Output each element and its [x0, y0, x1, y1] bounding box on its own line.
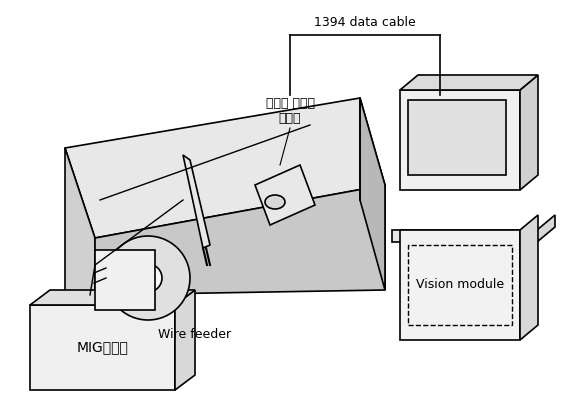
Ellipse shape — [134, 264, 162, 292]
Polygon shape — [183, 155, 210, 248]
Ellipse shape — [106, 236, 190, 320]
Text: 적외선 열화상
카메라: 적외선 열화상 카메라 — [266, 97, 314, 125]
Bar — [408, 245, 512, 325]
Polygon shape — [520, 75, 538, 190]
Text: MIG용접기: MIG용접기 — [77, 341, 128, 354]
Polygon shape — [255, 165, 315, 225]
Text: Wire feeder: Wire feeder — [158, 328, 231, 341]
Bar — [400, 90, 520, 190]
Polygon shape — [520, 215, 538, 340]
Polygon shape — [95, 185, 385, 295]
Bar — [408, 100, 506, 175]
Polygon shape — [65, 98, 385, 238]
Polygon shape — [392, 230, 537, 242]
Bar — [400, 230, 520, 340]
Bar — [30, 305, 175, 390]
Text: 1394 data cable: 1394 data cable — [314, 15, 416, 29]
Polygon shape — [175, 290, 195, 390]
Ellipse shape — [265, 195, 285, 209]
Text: Vision module: Vision module — [416, 278, 504, 292]
Polygon shape — [537, 215, 555, 242]
Polygon shape — [400, 75, 538, 90]
Polygon shape — [360, 98, 385, 290]
Polygon shape — [65, 148, 95, 295]
Polygon shape — [30, 290, 195, 305]
Bar — [95, 250, 155, 310]
